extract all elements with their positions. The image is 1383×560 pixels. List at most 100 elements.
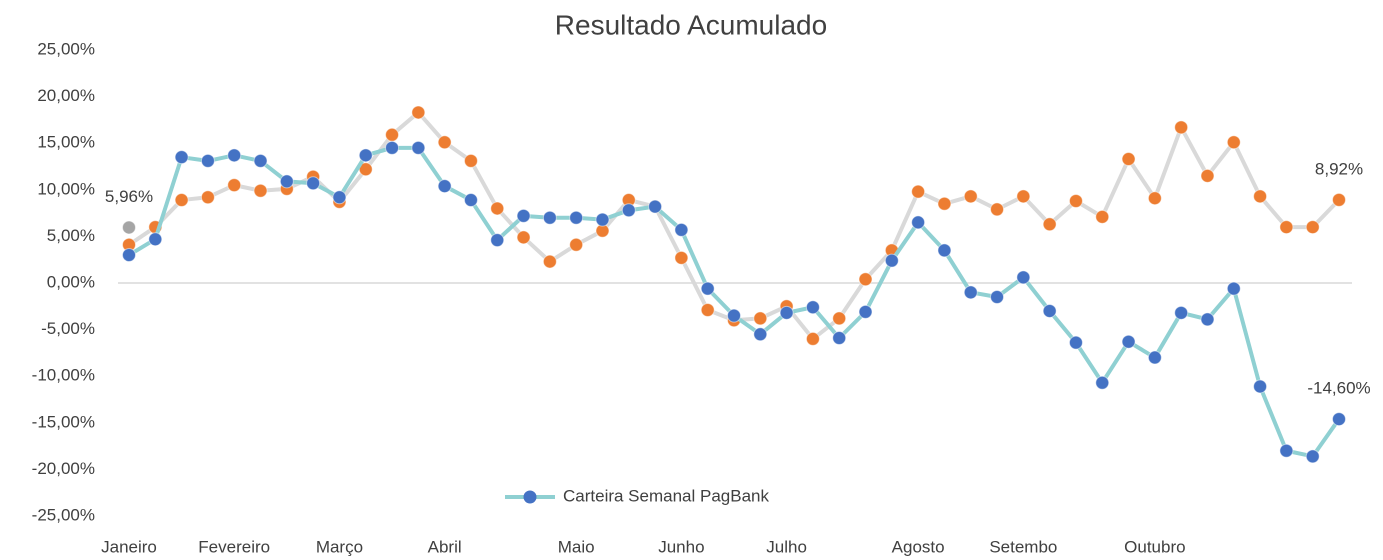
data-point <box>463 153 478 168</box>
data-point <box>1200 312 1215 327</box>
data-point <box>858 304 873 319</box>
legend-marker <box>523 490 537 504</box>
y-tick-label: 5,00% <box>47 226 95 245</box>
data-point <box>1305 220 1320 235</box>
data-label: 8,92% <box>1315 159 1363 178</box>
data-point <box>1121 152 1136 167</box>
data-point <box>621 203 636 218</box>
data-point <box>385 127 400 142</box>
y-tick-label: -15,00% <box>32 412 95 431</box>
data-point <box>306 176 321 191</box>
data-point <box>805 331 820 346</box>
data-point <box>1147 350 1162 365</box>
data-point <box>148 232 163 247</box>
data-point <box>1095 209 1110 224</box>
data-point <box>1279 220 1294 235</box>
x-tick-label: Agosto <box>892 537 945 556</box>
data-point <box>200 190 215 205</box>
data-point <box>174 150 189 165</box>
data-point <box>832 330 847 345</box>
data-point <box>963 285 978 300</box>
data-point <box>937 196 952 211</box>
data-point <box>1332 412 1346 427</box>
data-point <box>253 183 268 198</box>
data-point <box>700 281 715 296</box>
data-point <box>569 237 584 252</box>
data-point <box>805 300 820 315</box>
data-point <box>1016 270 1031 285</box>
x-tick-label: Janeiro <box>101 537 157 556</box>
data-point <box>1226 281 1241 296</box>
data-point <box>463 193 478 208</box>
data-point <box>569 210 584 225</box>
data-point <box>490 201 505 216</box>
data-point <box>990 289 1005 304</box>
data-point <box>1174 305 1189 320</box>
data-point <box>884 253 899 268</box>
data-point <box>542 210 557 225</box>
data-point <box>990 202 1005 217</box>
data-point <box>411 105 426 120</box>
x-tick-label: Abril <box>428 537 462 556</box>
data-point <box>122 220 136 235</box>
data-point <box>1068 335 1083 350</box>
legend-label: Carteira Semanal PagBank <box>563 486 770 505</box>
data-point <box>174 193 189 208</box>
data-point <box>227 148 242 163</box>
data-point <box>437 179 452 194</box>
x-tick-label: Maio <box>558 537 595 556</box>
data-point <box>1253 379 1268 394</box>
data-point <box>1200 168 1215 183</box>
data-point <box>1226 135 1241 150</box>
data-point <box>1068 193 1083 208</box>
chart-title: Resultado Acumulado <box>555 9 827 40</box>
data-point <box>727 308 741 323</box>
y-tick-label: -10,00% <box>32 366 95 385</box>
data-point <box>1016 189 1031 204</box>
series-line <box>127 110 1341 341</box>
data-point <box>200 153 215 168</box>
data-point <box>753 311 768 326</box>
data-point <box>1121 334 1136 349</box>
x-tick-label: Outubro <box>1124 537 1185 556</box>
data-point <box>1253 189 1268 204</box>
data-point <box>1332 192 1346 207</box>
y-tick-label: 15,00% <box>37 133 95 152</box>
data-point <box>937 243 952 258</box>
data-point <box>1174 120 1189 135</box>
y-tick-label: -5,00% <box>41 319 95 338</box>
data-point <box>358 148 373 163</box>
data-point <box>332 190 347 205</box>
data-point <box>385 140 400 155</box>
data-point <box>490 233 505 248</box>
y-tick-label: -20,00% <box>32 459 95 478</box>
y-tick-label: 25,00% <box>37 39 95 58</box>
data-point <box>1095 375 1110 390</box>
data-label: -14,60% <box>1307 379 1370 398</box>
data-point <box>832 311 847 326</box>
x-tick-label: Fevereiro <box>198 537 270 556</box>
y-tick-label: 10,00% <box>37 179 95 198</box>
x-tick-label: Julho <box>766 537 807 556</box>
data-point <box>1305 449 1320 464</box>
data-point <box>542 254 557 269</box>
data-point <box>411 140 426 155</box>
data-point <box>516 208 531 223</box>
y-tick-label: -25,00% <box>32 505 95 524</box>
data-point <box>963 189 978 204</box>
data-point <box>516 230 531 245</box>
data-point <box>227 178 242 193</box>
data-point <box>1042 303 1057 318</box>
data-point <box>674 222 689 237</box>
data-point <box>1279 443 1294 458</box>
data-point <box>1042 217 1057 232</box>
data-label: 5,96% <box>105 187 153 206</box>
legend-item: Carteira Semanal PagBank <box>505 486 770 505</box>
x-tick-label: Março <box>316 537 363 556</box>
data-point <box>858 272 873 287</box>
data-point <box>700 303 715 318</box>
data-point <box>253 153 268 168</box>
y-tick-label: 20,00% <box>37 86 95 105</box>
